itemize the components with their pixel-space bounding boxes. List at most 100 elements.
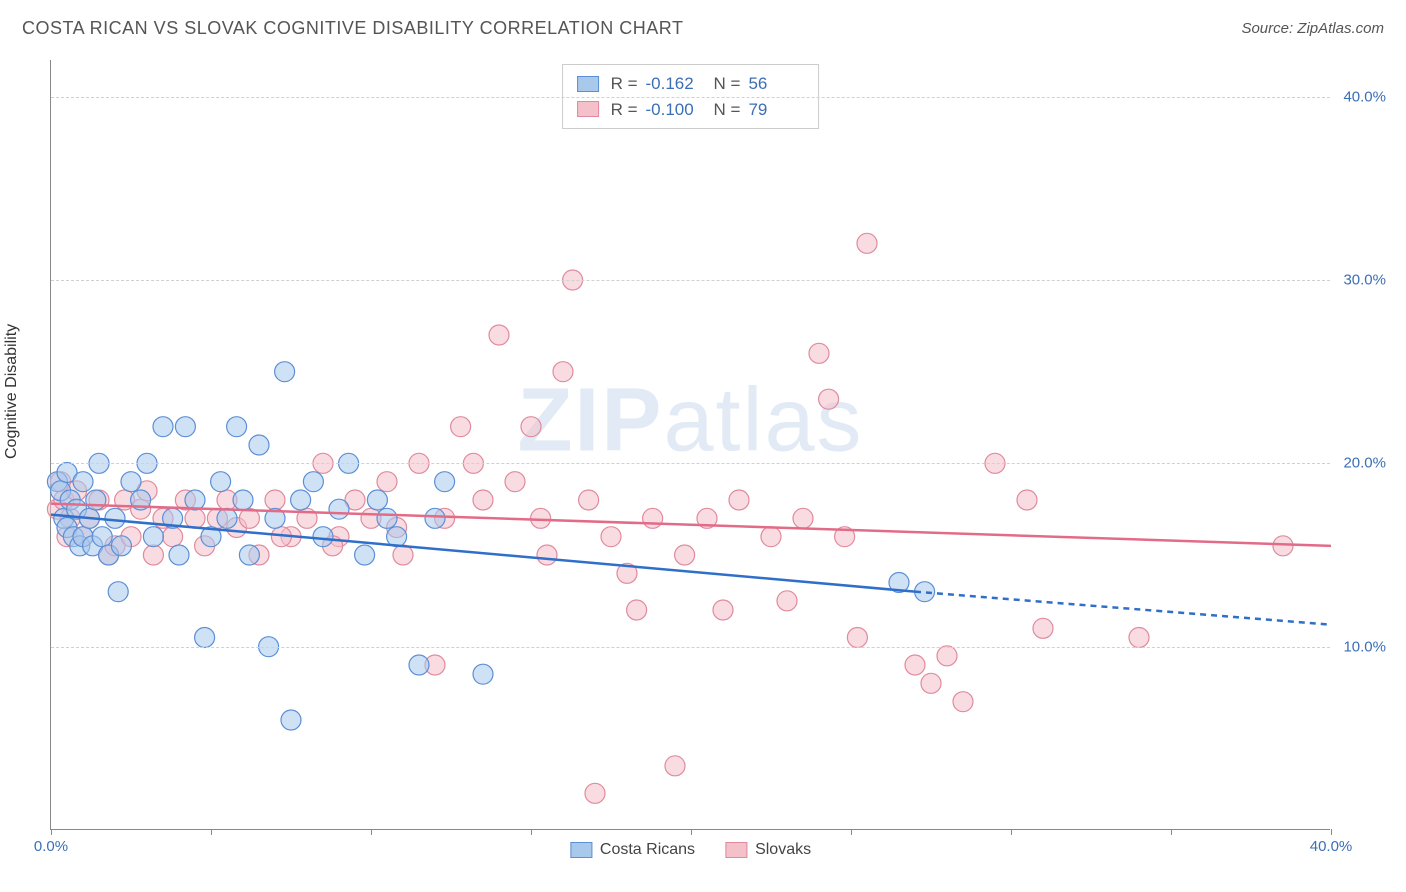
xtick: [51, 829, 52, 835]
xtick: [531, 829, 532, 835]
xtick: [1011, 829, 1012, 835]
scatter-point: [217, 508, 237, 528]
scatter-point: [367, 490, 387, 510]
scatter-point: [1033, 618, 1053, 638]
scatter-point: [857, 233, 877, 253]
scatter-point: [377, 472, 397, 492]
scatter-point: [435, 472, 455, 492]
xtick: [851, 829, 852, 835]
scatter-point: [761, 527, 781, 547]
scatter-point: [281, 710, 301, 730]
scatter-point: [505, 472, 525, 492]
scatter-point: [537, 545, 557, 565]
scatter-point: [393, 545, 413, 565]
scatter-svg: [51, 60, 1330, 829]
xtick: [1331, 829, 1332, 835]
scatter-point: [409, 655, 429, 675]
scatter-point: [1129, 628, 1149, 648]
scatter-point: [313, 527, 333, 547]
scatter-point: [819, 389, 839, 409]
scatter-point: [425, 508, 445, 528]
xtick: [1171, 829, 1172, 835]
scatter-point: [489, 325, 509, 345]
scatter-point: [1017, 490, 1037, 510]
legend-item: Slovaks: [725, 841, 811, 859]
scatter-point: [937, 646, 957, 666]
scatter-point: [291, 490, 311, 510]
scatter-point: [579, 490, 599, 510]
scatter-point: [275, 362, 295, 382]
scatter-point: [585, 783, 605, 803]
scatter-point: [1273, 536, 1293, 556]
scatter-point: [143, 545, 163, 565]
scatter-point: [265, 490, 285, 510]
chart-plot-area: ZIPatlas R = -0.162 N = 56 R = -0.100 N …: [50, 60, 1330, 830]
scatter-point: [921, 673, 941, 693]
scatter-point: [169, 545, 189, 565]
scatter-point: [953, 692, 973, 712]
xtick: [691, 829, 692, 835]
scatter-point: [847, 628, 867, 648]
scatter-point: [643, 508, 663, 528]
scatter-point: [303, 472, 323, 492]
swatch-icon: [725, 842, 747, 858]
xtick: [211, 829, 212, 835]
scatter-point: [92, 527, 112, 547]
ytick-label: 30.0%: [1343, 272, 1386, 289]
scatter-point: [377, 508, 397, 528]
scatter-point: [601, 527, 621, 547]
scatter-point: [211, 472, 231, 492]
scatter-point: [105, 508, 125, 528]
scatter-point: [713, 600, 733, 620]
scatter-point: [521, 417, 541, 437]
scatter-point: [329, 499, 349, 519]
scatter-point: [195, 628, 215, 648]
ytick-label: 10.0%: [1343, 638, 1386, 655]
trend-line: [915, 592, 1331, 625]
gridline: [51, 280, 1330, 281]
xtick-label: 0.0%: [34, 838, 68, 855]
scatter-point: [675, 545, 695, 565]
swatch-icon: [570, 842, 592, 858]
gridline: [51, 463, 1330, 464]
scatter-point: [729, 490, 749, 510]
scatter-point: [905, 655, 925, 675]
scatter-point: [451, 417, 471, 437]
gridline: [51, 647, 1330, 648]
chart-title: COSTA RICAN VS SLOVAK COGNITIVE DISABILI…: [22, 18, 683, 39]
scatter-point: [793, 508, 813, 528]
scatter-point: [233, 490, 253, 510]
legend-item: Costa Ricans: [570, 841, 695, 859]
bottom-legend: Costa Ricans Slovaks: [570, 841, 811, 859]
scatter-point: [777, 591, 797, 611]
scatter-point: [227, 417, 247, 437]
scatter-point: [627, 600, 647, 620]
source-label: Source: ZipAtlas.com: [1241, 20, 1384, 37]
scatter-point: [108, 582, 128, 602]
y-axis-label: Cognitive Disability: [3, 324, 21, 459]
scatter-point: [473, 490, 493, 510]
scatter-point: [665, 756, 685, 776]
gridline: [51, 97, 1330, 98]
scatter-point: [355, 545, 375, 565]
legend-label: Slovaks: [755, 841, 811, 859]
scatter-point: [86, 490, 106, 510]
scatter-point: [163, 527, 183, 547]
xtick-label: 40.0%: [1310, 838, 1353, 855]
scatter-point: [121, 472, 141, 492]
scatter-point: [73, 472, 93, 492]
scatter-point: [153, 417, 173, 437]
xtick: [371, 829, 372, 835]
ytick-label: 20.0%: [1343, 455, 1386, 472]
scatter-point: [473, 664, 493, 684]
scatter-point: [249, 435, 269, 455]
scatter-point: [143, 527, 163, 547]
ytick-label: 40.0%: [1343, 88, 1386, 105]
scatter-point: [175, 417, 195, 437]
legend-label: Costa Ricans: [600, 841, 695, 859]
scatter-point: [111, 536, 131, 556]
scatter-point: [553, 362, 573, 382]
scatter-point: [239, 545, 259, 565]
scatter-point: [809, 343, 829, 363]
scatter-point: [185, 508, 205, 528]
